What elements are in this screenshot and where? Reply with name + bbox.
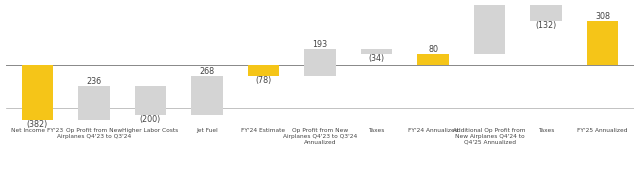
Bar [305, 49, 335, 76]
Text: (34): (34) [369, 54, 385, 63]
Bar [191, 76, 223, 115]
Bar [587, 21, 618, 65]
Bar [79, 86, 109, 120]
Text: 193: 193 [312, 40, 328, 49]
Bar [135, 86, 166, 115]
Text: 80: 80 [428, 45, 438, 54]
Text: 268: 268 [200, 67, 214, 76]
Text: (200): (200) [140, 115, 161, 124]
Text: (78): (78) [255, 76, 271, 85]
Text: (382): (382) [27, 120, 48, 129]
Bar [248, 65, 279, 76]
Bar [22, 65, 53, 120]
Text: 236: 236 [86, 77, 102, 86]
Text: 308: 308 [595, 12, 610, 21]
Bar [474, 2, 505, 54]
Bar [531, 2, 561, 21]
Text: (132): (132) [536, 21, 557, 30]
Bar [417, 54, 449, 65]
Text: 360: 360 [482, 0, 497, 2]
Bar [361, 49, 392, 54]
